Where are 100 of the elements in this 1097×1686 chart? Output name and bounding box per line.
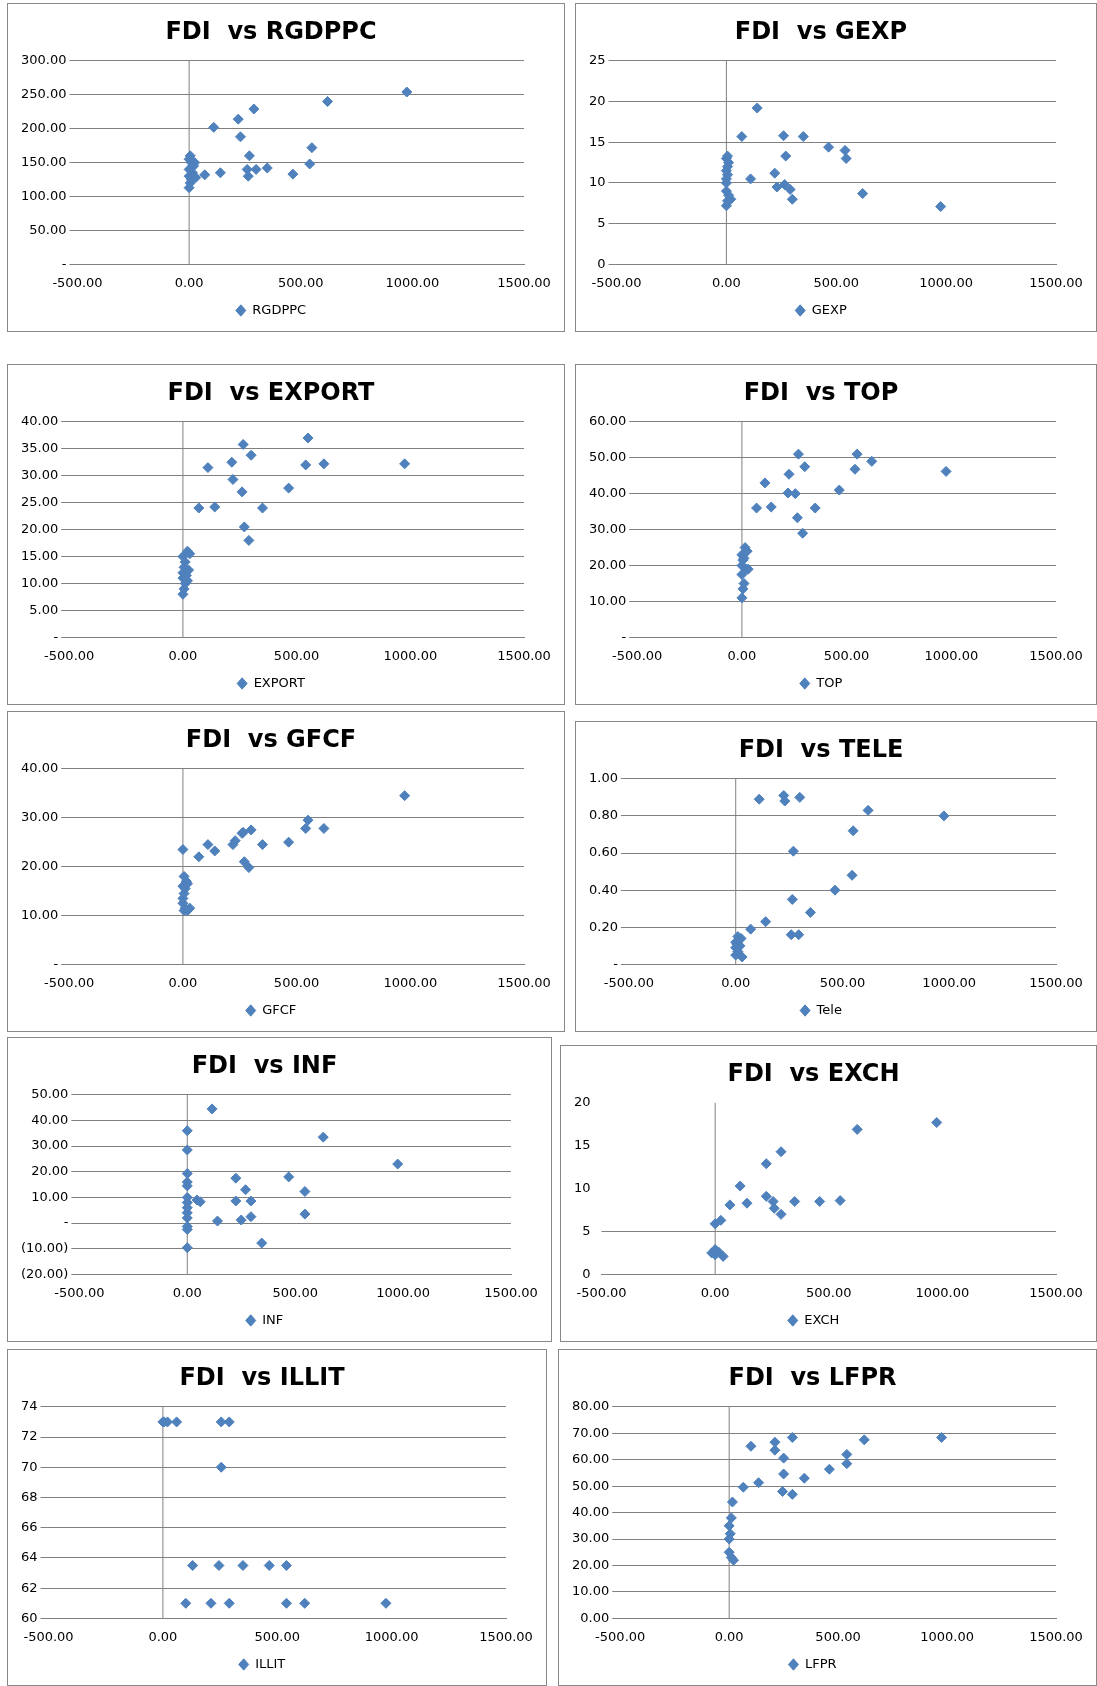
x-tick-label: -500.00 [612,647,663,663]
x-tick-label: 1500.00 [1029,274,1083,290]
y-tick-label: (20.00) [20,1265,69,1281]
x-tick-label: 0.00 [721,974,751,990]
x-tick-label: 1500.00 [1029,1628,1083,1644]
y-tick-label: 40.00 [589,485,627,501]
x-tick-label: 500.00 [277,274,324,290]
chart-title: FDI vs TOP [743,377,899,406]
y-tick-label: 5 [582,1222,591,1238]
y-tick-label: - [53,628,59,644]
legend-label: EXCH [804,1311,840,1327]
y-tick-label: 62 [21,1579,38,1595]
x-tick-label: 1000.00 [376,1284,430,1300]
y-tick-label: - [613,955,619,971]
y-tick-label: - [53,955,59,971]
y-tick-label: 0.00 [580,1609,610,1625]
y-tick-label: 50.00 [29,221,67,237]
y-tick-label: 300.00 [20,52,67,68]
x-tick-label: 500.00 [273,974,320,990]
y-tick-label: 50.00 [572,1477,610,1493]
legend-label: INF [262,1311,284,1327]
y-tick-label: 68 [21,1488,38,1504]
x-tick-label: -500.00 [44,974,95,990]
y-tick-label: 5.00 [29,601,59,617]
y-tick-label: 40.00 [572,1503,610,1519]
y-tick-label: 0.40 [588,881,618,897]
chart-title: FDI vs GEXP [734,16,908,45]
legend-label: LFPR [804,1655,837,1671]
y-tick-label: 0.80 [588,807,618,823]
y-tick-label: 10.00 [21,574,59,590]
y-tick-label: 80.00 [572,1398,610,1414]
y-tick-label: 0 [582,1265,591,1281]
y-tick-label: 20.00 [21,520,59,536]
x-tick-label: 0.00 [714,1628,744,1644]
y-tick-label: 10.00 [572,1583,610,1599]
y-tick-label: 20 [589,92,606,108]
y-tick-label: 60 [21,1609,38,1625]
legend-label: Tele [815,1001,842,1017]
y-tick-label: 5 [597,215,606,231]
chart-title: FDI vs RGDPPC [165,16,377,45]
y-tick-label: 150.00 [20,153,67,169]
x-tick-label: 1000.00 [385,274,440,290]
y-tick-label: 10.00 [589,592,627,608]
y-tick-label: 10 [574,1179,591,1195]
y-tick-label: 20.00 [589,556,627,572]
x-tick-label: -500.00 [576,1284,627,1300]
x-tick-label: 1500.00 [1029,647,1083,663]
x-tick-label: 500.00 [806,1284,852,1300]
x-tick-label: 1500.00 [1029,1284,1083,1300]
x-tick-label: 1000.00 [920,1628,974,1644]
x-tick-label: -500.00 [603,974,655,990]
y-tick-label: 50.00 [589,449,627,465]
x-tick-label: 1500.00 [497,974,551,990]
chart-title: FDI vs GFCF [185,724,357,753]
chart-title: FDI vs LFPR [728,1362,897,1391]
y-tick-label: 100.00 [20,187,67,203]
x-tick-label: 500.00 [813,274,860,290]
x-tick-label: 1500.00 [497,647,551,663]
y-tick-label: 64 [21,1549,38,1565]
legend-label: ILLIT [255,1655,286,1671]
chart-title: FDI vs EXCH [727,1058,900,1087]
y-tick-label: 25 [589,52,606,68]
y-tick-label: 40.00 [21,760,59,776]
y-tick-label: 70 [21,1458,38,1474]
y-tick-label: 200.00 [20,120,67,136]
y-tick-label: 30.00 [21,467,59,483]
x-tick-label: 0.00 [700,1284,730,1300]
y-tick-label: 25.00 [21,494,59,510]
legend-label: TOP [815,674,843,690]
x-tick-label: 1500.00 [479,1628,533,1644]
y-tick-label: 40.00 [31,1111,69,1127]
x-tick-label: 1500.00 [1029,974,1083,990]
x-tick-label: 0.00 [148,1628,178,1644]
y-tick-label: 50.00 [31,1086,69,1102]
y-tick-label: 20.00 [31,1163,69,1179]
y-tick-label: - [63,1214,69,1230]
x-tick-label: 0.00 [168,974,198,990]
x-tick-label: -500.00 [595,1628,646,1644]
x-tick-label: 500.00 [272,1284,318,1300]
y-tick-label: 30.00 [31,1137,69,1153]
chart-title: FDI vs TELE [738,734,904,763]
x-tick-label: 500.00 [823,647,870,663]
y-tick-label: 20.00 [21,857,59,873]
chart-title: FDI vs ILLIT [179,1362,346,1391]
x-tick-label: 1000.00 [364,1628,419,1644]
x-tick-label: -500.00 [23,1628,74,1644]
x-tick-label: 500.00 [815,1628,861,1644]
y-tick-label: 60.00 [589,413,627,429]
x-tick-label: 0.00 [711,274,741,290]
x-tick-label: 0.00 [168,647,198,663]
y-tick-label: 30.00 [21,809,59,825]
x-tick-label: 1000.00 [383,647,438,663]
x-tick-label: -500.00 [54,1284,105,1300]
x-tick-label: 500.00 [819,974,866,990]
x-tick-label: 1000.00 [919,274,974,290]
chart-title: FDI vs EXPORT [167,377,376,406]
y-tick-label: 20 [574,1094,591,1110]
y-tick-label: 66 [21,1519,38,1535]
y-tick-label: 70.00 [572,1424,610,1440]
x-tick-label: 500.00 [254,1628,301,1644]
